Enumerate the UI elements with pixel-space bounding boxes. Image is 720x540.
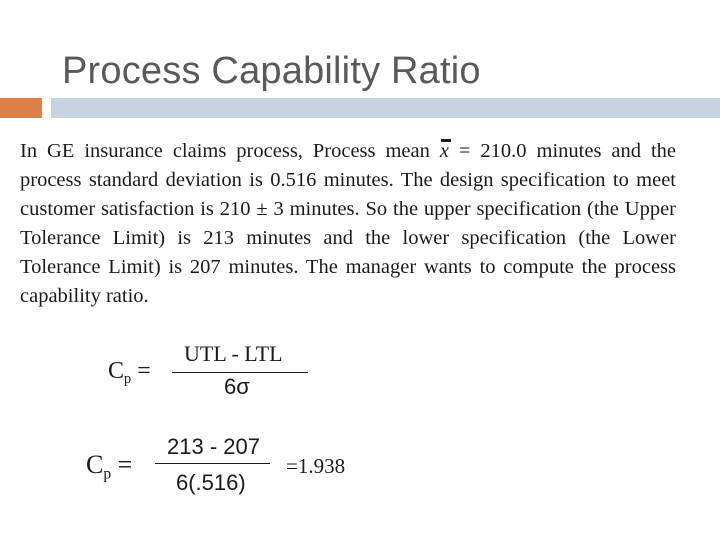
formula1-fraction-bar (172, 372, 308, 373)
formula1-numerator: UTL - LTL (184, 341, 283, 366)
formula2-result: =1.938 (286, 454, 346, 478)
formula2-denominator: 6(.516) (176, 470, 246, 495)
formula2-lhs-base: C (86, 450, 104, 479)
formula1-lhs-base: C (108, 358, 125, 384)
formula2-numerator: 213 - 207 (167, 434, 260, 459)
paragraph-text-start: In GE insurance claims process, Process … (20, 140, 440, 162)
slide-title: Process Capability Ratio (62, 50, 481, 92)
title-accent-bar-blue (51, 98, 720, 118)
formula1-lhs-subscript: p (124, 371, 132, 388)
formula2-equals: = (111, 450, 133, 479)
formula2-lhs-subscript: p (103, 465, 112, 483)
problem-paragraph: In GE insurance claims process, Process … (20, 137, 676, 311)
formula1-lhs: Cp = (108, 358, 151, 388)
formula2-fraction-bar (155, 463, 270, 464)
x-bar-symbol: x (440, 137, 452, 166)
formula2-lhs: Cp = (86, 450, 132, 483)
formula1-denominator: 6σ (224, 374, 250, 399)
formula1-equals: = (131, 358, 151, 384)
title-accent-bar-orange (0, 98, 42, 118)
paragraph-text-rest: = 210.0 minutes and the process standard… (20, 140, 676, 307)
